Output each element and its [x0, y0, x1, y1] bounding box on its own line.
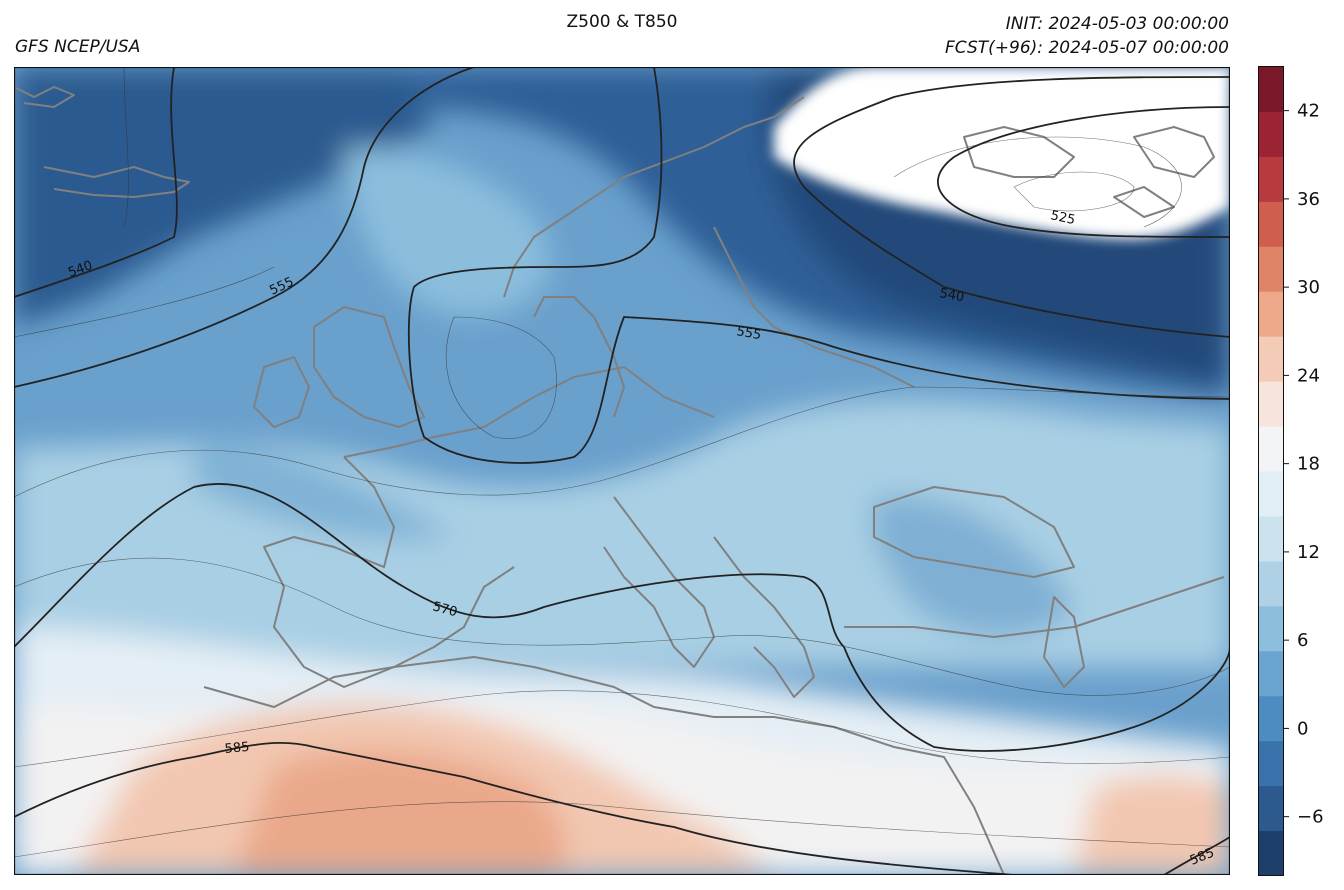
colorbar-band [1258, 830, 1284, 876]
colorbar-tick-label: −6 [1297, 807, 1324, 828]
colorbar-band [1258, 740, 1284, 787]
colorbar-band [1258, 336, 1284, 382]
contour-label-585-west: 585 [224, 740, 250, 757]
colorbar-tick-label: 12 [1297, 542, 1320, 563]
colorbar-band [1258, 560, 1284, 607]
colorbar-band [1258, 471, 1284, 517]
colorbar-ticks: 42 36 30 24 18 12 6 0 −6 [1283, 101, 1324, 828]
colorbar-tick-label: 36 [1297, 189, 1320, 210]
colorbar-band [1258, 291, 1284, 337]
colorbar-band [1258, 156, 1284, 202]
colorbar-band [1258, 650, 1284, 697]
contour-label-555-east: 555 [735, 324, 762, 343]
weather-map: 525 540 540 555 555 570 585 585 [14, 67, 1230, 875]
colorbar-tick-label: 24 [1297, 365, 1320, 386]
temperature-field [14, 67, 1230, 875]
map-frame [14, 67, 1230, 875]
map-title: Z500 & T850 [566, 12, 678, 32]
colorbar-tick-label: 0 [1297, 718, 1308, 739]
init-time: INIT: 2024-05-03 00:00:00 [1005, 14, 1229, 34]
colorbar-band [1258, 66, 1284, 112]
colorbar-band [1258, 515, 1284, 562]
colorbar-frame [1258, 66, 1284, 876]
run-info: INIT: 2024-05-03 00:00:00 FCST(+96): 202… [945, 12, 1229, 60]
colorbar-band [1258, 381, 1284, 427]
contour-label-525: 525 [1049, 208, 1076, 228]
colorbar-band [1258, 605, 1284, 652]
colorbar-tick-label: 18 [1297, 454, 1320, 475]
colorbar-tick-label: 42 [1297, 101, 1320, 122]
colorbar-tick-label: 30 [1297, 277, 1320, 298]
colorbar-band [1258, 785, 1284, 832]
z500-contours [14, 67, 1230, 875]
colorbar-band [1258, 201, 1284, 247]
model-name: GFS NCEP/USA [15, 37, 141, 57]
colorbar-bands [1258, 66, 1284, 876]
contour-label-570: 570 [431, 599, 459, 620]
colorbar-band [1258, 426, 1284, 472]
colorbar-tick-label: 6 [1297, 630, 1308, 651]
forecast-time: FCST(+96): 2024-05-07 00:00:00 [945, 38, 1229, 58]
colorbar: 42 36 30 24 18 12 6 0 −6 [1258, 66, 1324, 876]
contour-label-540-east: 540 [938, 286, 965, 305]
minor-contours [14, 67, 1230, 858]
colorbar-band [1258, 246, 1284, 292]
colorbar-band [1258, 111, 1284, 157]
coastlines [14, 86, 1225, 875]
colorbar-band [1258, 695, 1284, 742]
